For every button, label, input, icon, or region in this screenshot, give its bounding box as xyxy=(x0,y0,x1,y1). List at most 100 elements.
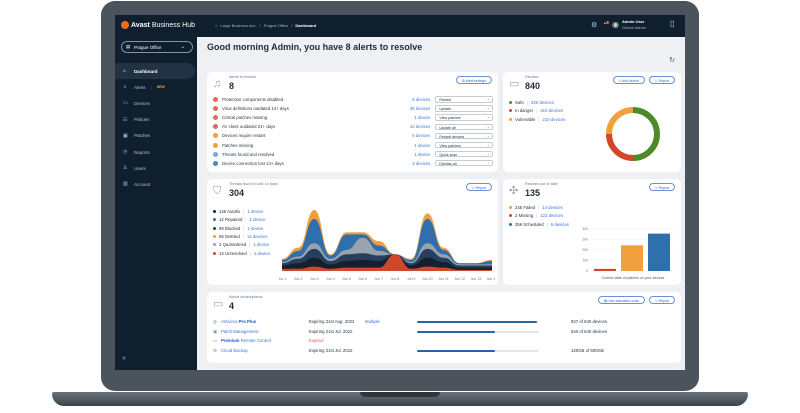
alert-label: AV client outdated 21+ days xyxy=(221,124,276,130)
alerts-count: 8 xyxy=(229,81,235,91)
legend-devices-link[interactable]: 420 devices xyxy=(530,100,554,105)
office-selector[interactable]: ▤ Prague Office ⌄ xyxy=(121,41,193,53)
logo[interactable]: Avast Business Hub xyxy=(121,21,195,29)
brand: Avast xyxy=(131,21,150,29)
report-button[interactable]: ⇩ Report xyxy=(648,183,675,191)
laptop-notch xyxy=(360,392,440,397)
alert-devices-link[interactable]: 1 device xyxy=(414,142,431,148)
legend-item: 2 Missing | 123 devices xyxy=(509,213,563,218)
alert-devices-link[interactable]: 14 devices xyxy=(409,124,431,130)
sidebar-item-alerts[interactable]: ♫ Alerts | NEW xyxy=(123,84,165,91)
report-button[interactable]: ⇩ Report xyxy=(648,76,675,84)
legend-dot xyxy=(509,206,512,209)
alert-action-select[interactable]: Restart devices xyxy=(435,132,494,140)
x-axis-label: Current state of patches on your devices xyxy=(602,276,665,280)
sidebar-item-account[interactable]: ▥ Account xyxy=(115,176,197,192)
notifications-icon[interactable]: ◔ xyxy=(602,21,609,28)
subscription-name-link[interactable]: Antivirus Pro Plus xyxy=(221,319,256,324)
legend-devices-link[interactable]: 6 devices xyxy=(550,221,569,227)
alert-action-select[interactable]: Dismiss all xyxy=(435,159,494,167)
multiple-link[interactable]: Multiple xyxy=(365,319,380,324)
label: Devices xyxy=(134,100,151,106)
alert-devices-link[interactable]: 6 devices xyxy=(412,133,431,139)
alert-severity-icon xyxy=(213,115,218,121)
legend-label: Safe xyxy=(515,100,524,105)
alert-label: Device connection lost 14+ days xyxy=(221,160,284,166)
donut-slice xyxy=(632,107,660,161)
subscription-name-link[interactable]: Premium Remote Control xyxy=(221,338,271,343)
legend-item: 12 Repaired | 1 device xyxy=(213,217,266,222)
product: Antivirus xyxy=(221,319,239,324)
sidebar-item-devices[interactable]: ▭ Devices xyxy=(115,95,197,111)
expiry: Expired xyxy=(309,338,324,344)
x-tick-label: Jun 4 xyxy=(326,277,335,281)
sidebar-item-reports[interactable]: ◷ Reports xyxy=(115,144,197,160)
alert-devices-link[interactable]: 1 device xyxy=(414,115,431,121)
sidebar-item-dashboard[interactable]: ⌂ Dashboard xyxy=(115,63,195,80)
legend-devices-link[interactable]: 1 device xyxy=(253,242,270,248)
collapse-sidebar-icon[interactable]: « xyxy=(122,355,126,362)
legend-devices-link[interactable]: 1 device xyxy=(253,250,270,256)
legend-label: 2 Quarantined xyxy=(219,242,247,248)
usage: 540 of 840 devices xyxy=(571,328,608,334)
edition: Pro Plus xyxy=(238,319,257,324)
alert-row: Protection components disabled 6 devices… xyxy=(213,95,494,104)
x-tick-label: Jun 6 xyxy=(358,277,367,281)
product: Cloud Backup xyxy=(221,348,248,354)
main-content: Good morning Admin, you have 8 alerts to… xyxy=(197,37,685,370)
card-title: Patches out of date xyxy=(525,182,558,186)
devices-switch-icon[interactable]: ▯ xyxy=(670,19,675,28)
add-device-button[interactable]: + Add device xyxy=(612,76,645,84)
sidebar-item-users[interactable]: ♙ Users xyxy=(115,160,197,176)
legend-devices-link[interactable]: 1 device xyxy=(249,217,266,223)
alert-action-select[interactable]: View patches xyxy=(435,141,494,149)
label: Report xyxy=(475,185,486,190)
legend-label: 12 Repaired xyxy=(219,217,243,223)
legend-dot xyxy=(213,243,216,247)
avatar[interactable]: ◉ xyxy=(612,20,619,29)
card-title: Alerts to resolve xyxy=(229,75,257,79)
product: Patch Management xyxy=(221,328,259,334)
x-tick-label: Jun 2 xyxy=(294,277,303,281)
usage: 827 of 840 devices xyxy=(571,319,608,324)
subscription-name-link[interactable]: Cloud Backup xyxy=(221,348,248,353)
gear-icon[interactable]: ⚙ xyxy=(591,22,598,29)
x-tick-label: Jun 1 xyxy=(279,277,286,281)
subscription-name-link[interactable]: Patch Management xyxy=(221,329,258,334)
breadcrumb-item[interactable]: Large Business Acc. xyxy=(220,23,257,28)
monitor-icon: ▭ xyxy=(123,100,128,107)
sidebar-item-patches[interactable]: ▣ Patches xyxy=(115,128,197,144)
legend-devices-link[interactable]: 123 devices xyxy=(540,213,564,219)
legend-dot xyxy=(213,251,216,255)
alert-action-select[interactable]: View patches xyxy=(435,114,494,121)
alert-devices-link[interactable]: 6 devices xyxy=(412,97,431,102)
sidebar-item-policies[interactable]: ☷ Policies xyxy=(115,112,197,128)
use-activation-code-button[interactable]: ▤ Use activation code xyxy=(598,296,645,304)
alert-devices-link[interactable]: 1 device xyxy=(414,151,431,157)
legend-devices-link[interactable]: 1 device xyxy=(247,209,264,214)
report-button[interactable]: ⇩ Report xyxy=(465,183,492,191)
alert-settings-button[interactable]: ⚙ Alert settings xyxy=(455,76,492,84)
x-tick-label: Jun 9 xyxy=(407,277,416,281)
alert-severity-icon xyxy=(213,160,218,166)
y-tick-label: 100 xyxy=(582,259,588,263)
alert-devices-link[interactable]: 3 devices xyxy=(412,160,431,166)
alert-severity-icon xyxy=(213,124,218,130)
legend-label: 145 Autofix xyxy=(219,209,241,214)
user-menu[interactable]: Admin User Global Admin xyxy=(622,19,646,31)
legend-devices-link[interactable]: 1 device xyxy=(247,225,264,231)
report-button[interactable]: ⇩ Report xyxy=(648,296,675,304)
alert-devices-link[interactable]: 45 devices xyxy=(409,106,431,112)
breadcrumb-item[interactable]: Prague Office xyxy=(263,23,289,28)
refresh-icon[interactable]: ↻ xyxy=(669,57,675,64)
legend-devices-link[interactable]: 14 devices xyxy=(246,233,268,239)
alert-action-select[interactable]: Update all xyxy=(435,123,494,131)
legend-devices-link[interactable]: 210 devices xyxy=(542,116,566,122)
alert-action-select[interactable]: Restart xyxy=(435,96,494,103)
alert-action-select[interactable]: Update xyxy=(435,105,494,112)
page-title: Good morning Admin, you have 8 alerts to… xyxy=(207,42,423,52)
legend-devices-link[interactable]: 14 devices xyxy=(542,205,563,210)
legend-devices-link[interactable]: 210 devices xyxy=(540,108,564,114)
alert-action-select[interactable]: Quick scan xyxy=(435,150,494,158)
home-icon: ⌂ xyxy=(215,23,218,28)
